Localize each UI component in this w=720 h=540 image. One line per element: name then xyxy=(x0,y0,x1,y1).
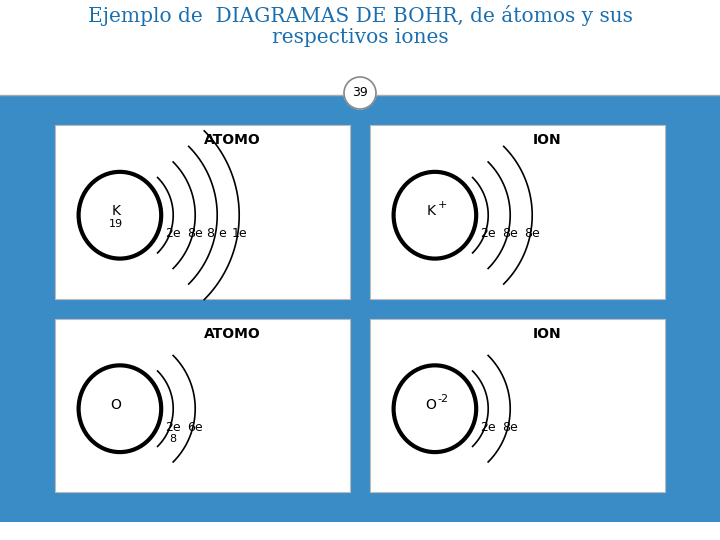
Text: O: O xyxy=(426,398,436,411)
Text: 8 e: 8 e xyxy=(207,227,227,240)
Text: 1e: 1e xyxy=(231,227,247,240)
Ellipse shape xyxy=(78,366,161,452)
Text: 8e: 8e xyxy=(503,227,518,240)
Text: 8: 8 xyxy=(170,434,177,444)
Text: ION: ION xyxy=(533,133,562,147)
Bar xyxy=(370,125,665,299)
Text: O: O xyxy=(110,398,122,411)
Ellipse shape xyxy=(78,172,161,259)
Text: -2: -2 xyxy=(437,394,449,404)
Bar xyxy=(0,522,720,540)
Text: 2e: 2e xyxy=(166,227,181,240)
Text: 2e: 2e xyxy=(480,227,496,240)
Text: 8e: 8e xyxy=(503,421,518,434)
Text: +: + xyxy=(438,200,448,210)
Bar xyxy=(55,319,350,492)
Ellipse shape xyxy=(394,366,476,452)
Text: 8e: 8e xyxy=(187,227,203,240)
Text: 6e: 6e xyxy=(187,421,203,434)
Text: 39: 39 xyxy=(352,86,368,99)
Text: K: K xyxy=(112,204,120,218)
Text: Ejemplo de  DIAGRAMAS DE BOHR, de átomos y sus: Ejemplo de DIAGRAMAS DE BOHR, de átomos … xyxy=(88,5,632,26)
Text: respectivos iones: respectivos iones xyxy=(271,28,449,47)
Text: ION: ION xyxy=(533,327,562,341)
Text: 2e: 2e xyxy=(166,421,181,434)
Bar xyxy=(55,125,350,299)
Text: K: K xyxy=(426,204,436,218)
Ellipse shape xyxy=(394,172,476,259)
Text: ATOMO: ATOMO xyxy=(204,327,261,341)
Bar xyxy=(370,319,665,492)
Text: ATOMO: ATOMO xyxy=(204,133,261,147)
Text: 2e: 2e xyxy=(480,421,496,434)
Text: 8e: 8e xyxy=(524,227,540,240)
Text: 19: 19 xyxy=(109,219,123,229)
Bar xyxy=(0,0,720,95)
Circle shape xyxy=(344,77,376,109)
